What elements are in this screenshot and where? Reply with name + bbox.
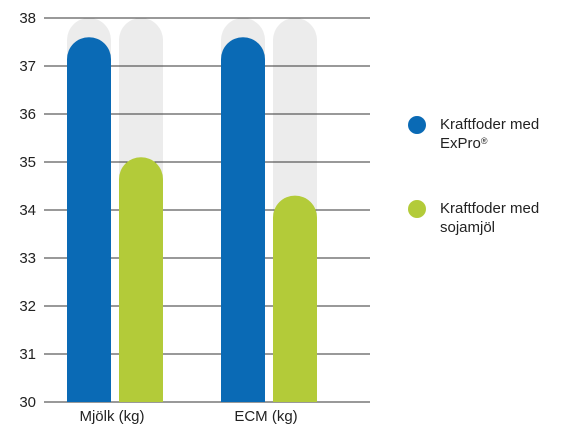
y-tick-label: 38: [19, 10, 36, 27]
data-bars: [67, 37, 317, 402]
y-tick-label: 30: [19, 394, 36, 411]
legend-label: Kraftfoder med sojamjöl: [440, 199, 539, 237]
legend-swatch-blue: [408, 116, 426, 134]
y-tick-label: 34: [19, 202, 36, 219]
y-tick-label: 32: [19, 298, 36, 315]
registered-mark: ®: [480, 136, 488, 146]
x-tick-label: ECM (kg): [234, 408, 297, 425]
y-tick-label: 36: [19, 106, 36, 123]
y-axis-ticks: 30 31 32 33 34 35 36 37 38: [19, 10, 36, 411]
legend-label-line1: Kraftfoder med: [440, 116, 540, 133]
bar-soy: [273, 195, 317, 402]
legend-label-line2: ExPro: [440, 135, 481, 152]
legend-label-line1: Kraftfoder med: [440, 200, 540, 217]
legend-label-line2: sojamjöl: [440, 219, 496, 236]
bar-expro: [221, 37, 265, 402]
y-tick-label: 31: [19, 346, 36, 363]
bar-soy: [119, 157, 163, 402]
y-tick-label: 33: [19, 250, 36, 267]
x-axis-labels: Mjölk (kg) ECM (kg): [79, 408, 297, 425]
bar-expro: [67, 37, 111, 402]
legend-label: Kraftfoder med ExPro®: [440, 115, 539, 153]
legend-swatch-green: [408, 200, 426, 218]
y-tick-label: 37: [19, 58, 36, 75]
y-tick-label: 35: [19, 154, 36, 171]
x-tick-label: Mjölk (kg): [79, 408, 144, 425]
